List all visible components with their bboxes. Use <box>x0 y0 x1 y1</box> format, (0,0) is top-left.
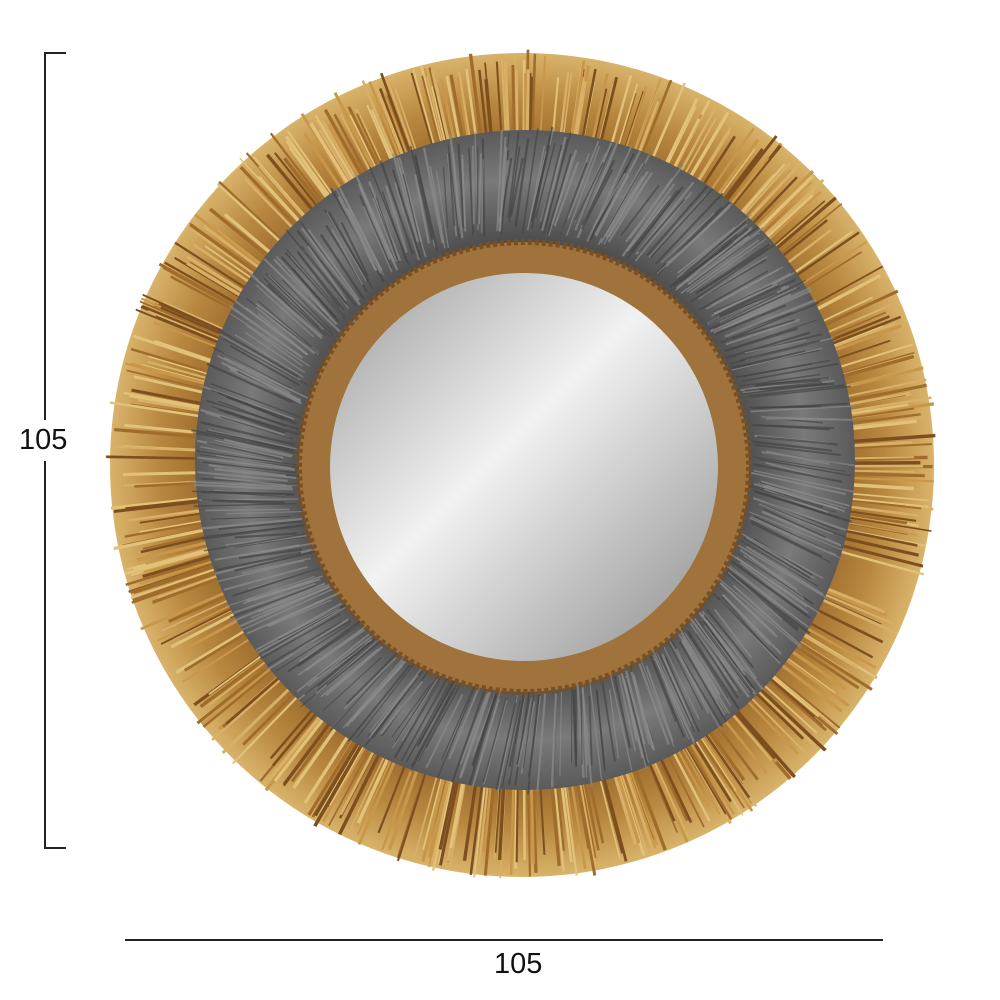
height-label: 105 <box>19 420 67 461</box>
width-label: 105 <box>494 944 542 985</box>
round-mirror-image <box>0 0 1000 1000</box>
fringe-strand <box>576 686 577 759</box>
height-dimension-tick-bottom <box>44 847 66 849</box>
height-dimension-tick-top <box>44 52 66 54</box>
fringe-strand <box>473 146 474 225</box>
width-dimension-line <box>125 939 883 941</box>
mirror-glass <box>330 273 718 661</box>
